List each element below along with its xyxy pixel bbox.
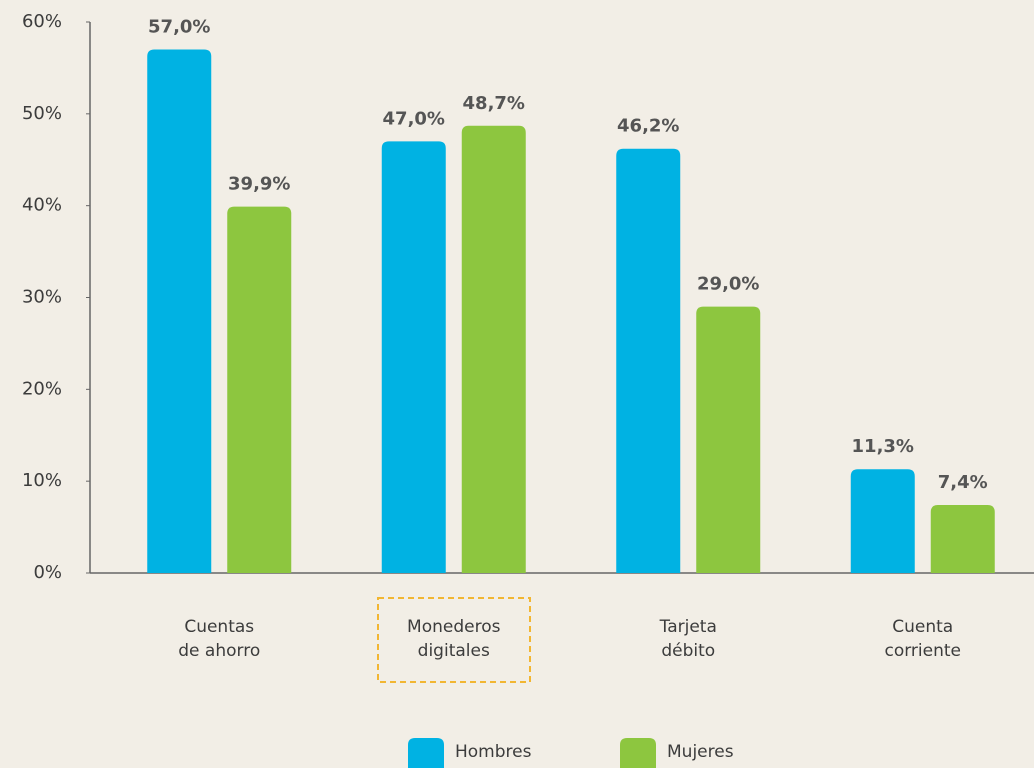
value-label: 48,7% bbox=[463, 93, 525, 114]
bar bbox=[227, 206, 292, 573]
bar bbox=[147, 49, 212, 574]
y-tick-label: 60% bbox=[22, 11, 62, 32]
x-tick-label: Cuenta corriente bbox=[884, 617, 961, 661]
highlight-box bbox=[377, 597, 531, 683]
x-tick-label-line: Cuentas bbox=[184, 617, 254, 637]
legend-swatch bbox=[620, 738, 656, 768]
y-tick-label: 40% bbox=[22, 195, 62, 216]
bar bbox=[930, 505, 995, 573]
bar bbox=[850, 469, 915, 573]
x-tick-label: Monederos digitales bbox=[407, 617, 501, 661]
bar bbox=[381, 141, 446, 573]
y-tick-label: 50% bbox=[22, 103, 62, 124]
value-label: 29,0% bbox=[697, 274, 759, 295]
x-tick-label: Tarjeta débito bbox=[659, 617, 717, 661]
legend-label: Mujeres bbox=[667, 742, 734, 762]
y-tick-label: 30% bbox=[22, 287, 62, 308]
x-tick-label: Cuentas de ahorro bbox=[178, 617, 260, 661]
y-tick-label: 10% bbox=[22, 470, 62, 491]
bar bbox=[616, 148, 681, 574]
value-label: 7,4% bbox=[938, 472, 988, 493]
value-label: 39,9% bbox=[228, 174, 290, 195]
x-tick-label-line: digitales bbox=[418, 641, 490, 661]
x-tick-label-line: de ahorro bbox=[178, 641, 260, 661]
y-tick-label: 0% bbox=[33, 562, 62, 583]
value-label: 46,2% bbox=[617, 116, 679, 137]
x-tick-label-line: Tarjeta bbox=[659, 617, 717, 637]
bar bbox=[461, 125, 526, 573]
legend-swatch bbox=[408, 738, 444, 768]
x-tick-label-line: Monederos bbox=[407, 617, 501, 637]
x-tick-label-line: débito bbox=[661, 641, 715, 661]
legend-label: Hombres bbox=[455, 742, 532, 762]
x-tick-label-line: Cuenta bbox=[892, 617, 953, 637]
bar bbox=[696, 306, 761, 573]
x-tick-label-line: corriente bbox=[884, 641, 961, 661]
value-label: 47,0% bbox=[383, 108, 445, 129]
value-label: 11,3% bbox=[852, 436, 914, 457]
value-label: 57,0% bbox=[148, 17, 210, 38]
y-tick-label: 20% bbox=[22, 378, 62, 399]
